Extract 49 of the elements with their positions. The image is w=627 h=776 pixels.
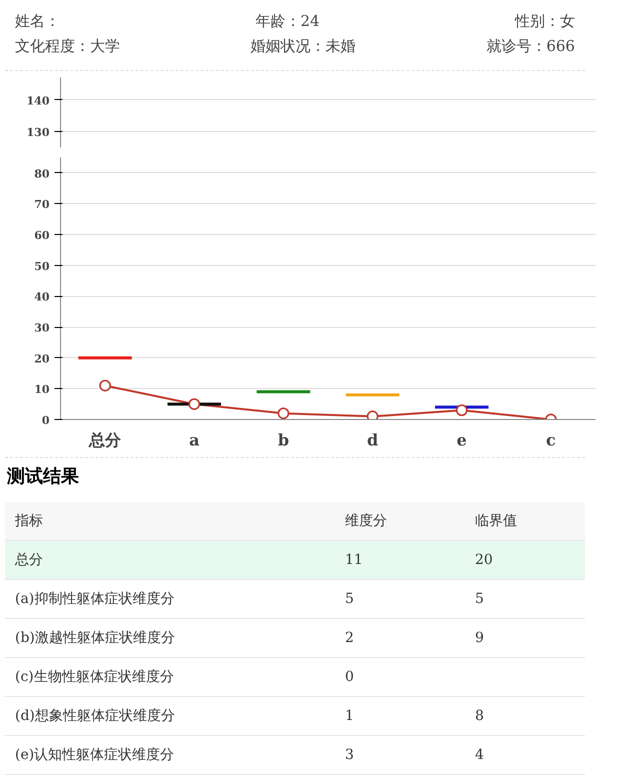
y-tick-label: 130 (26, 126, 50, 140)
y-tick-label: 60 (34, 229, 50, 242)
text: 性别：女 (515, 11, 575, 32)
text: (e)认知性躯体症状维度分 (15, 746, 176, 765)
x-tick-label: c (546, 430, 556, 450)
text: 年龄：24 (255, 11, 320, 32)
text: 指标 (15, 512, 44, 531)
text: 临界值 (475, 512, 517, 531)
x-tick-label: e (456, 430, 467, 450)
text: (b)激越性躯体症状维度分 (15, 628, 176, 648)
text: 就诊号：666 (486, 36, 575, 58)
text: 测试结果 (5, 457, 585, 502)
text: 0 (345, 668, 355, 687)
text: 婚姻状况：未婚 (250, 36, 356, 58)
y-tick-label: 0 (42, 414, 50, 427)
point (278, 408, 290, 420)
point (99, 380, 111, 392)
text: 8 (475, 706, 484, 726)
y-tick-label: 50 (34, 260, 50, 273)
text: 11 (345, 550, 364, 570)
text: 2 (345, 628, 355, 648)
x-tick-label: b (278, 430, 290, 450)
point (188, 398, 200, 410)
text: 5 (475, 590, 484, 609)
text: 3 (345, 746, 355, 765)
y-tick-label: 80 (34, 167, 50, 180)
text: 姓名： (15, 11, 60, 32)
y-tick-label: 140 (26, 94, 50, 108)
text: 20 (475, 550, 493, 570)
text: 维度分 (345, 512, 388, 531)
text: 9 (475, 628, 484, 648)
y-tick-label: 20 (34, 352, 50, 366)
text: 1 (345, 706, 355, 726)
text: (a)抑制性躯体症状维度分 (15, 590, 176, 609)
y-tick-label: 40 (34, 290, 50, 304)
point (456, 404, 468, 416)
text: 文化程度：大学 (15, 36, 120, 58)
y-tick-label: 70 (34, 198, 50, 212)
x-tick-label: d (366, 430, 378, 450)
y-tick-label: 10 (34, 383, 50, 396)
text: (c)生物性躯体症状维度分 (15, 668, 175, 687)
text: 5 (345, 590, 355, 609)
text: 4 (475, 746, 484, 765)
x-tick-label: a (189, 430, 200, 450)
y-tick-label: 30 (34, 322, 50, 335)
point (366, 410, 378, 420)
text: 总分 (15, 550, 44, 570)
x-tick-label: 总分 (88, 430, 122, 450)
text: (d)想象性躯体症状维度分 (15, 706, 176, 726)
